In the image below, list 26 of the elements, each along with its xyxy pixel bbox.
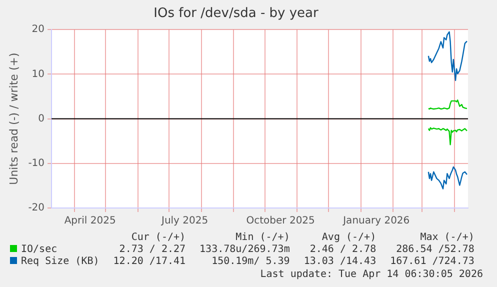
x-tick-label: October 2025 [246,216,315,227]
text: 13.03 /14.43 [302,256,376,268]
y-tick-label: -10 [28,158,45,169]
text: Max (-/+) [419,232,474,244]
text: 167.61 /724.73 [389,256,474,268]
text: Min (-/+) [234,232,290,244]
y-tick-label: 20 [32,24,45,36]
y-tick-label: 10 [32,68,45,80]
x-tick-label: July 2025 [160,216,208,227]
legend-label: IO/sec [20,244,58,256]
text: 133.78u/269.73m [198,244,290,256]
text: 12.20 /17.41 [112,256,186,268]
chart-title: IOs for /dev/sda - by year [154,6,320,22]
text: Cur (-/+) [130,232,186,244]
x-tick-label: April 2025 [64,216,116,227]
text: 286.54 /52.78 [395,244,474,256]
y-axis-title: Units read (-) / write (+) [7,52,20,185]
text: 150.19m/ 5.39 [210,256,290,268]
y-tick-label: 0 [38,113,45,124]
y-tick-label: -20 [28,202,45,214]
text: Last update: Tue Apr 14 06:30:05 2026 [260,269,483,280]
text: 2.46 / 2.78 [308,244,376,256]
legend-label: Req Size (KB) [20,256,100,268]
text: 2.73 / 2.27 [118,244,186,256]
text: Avg (-/+) [320,232,376,244]
x-tick-label: January 2026 [342,216,410,227]
